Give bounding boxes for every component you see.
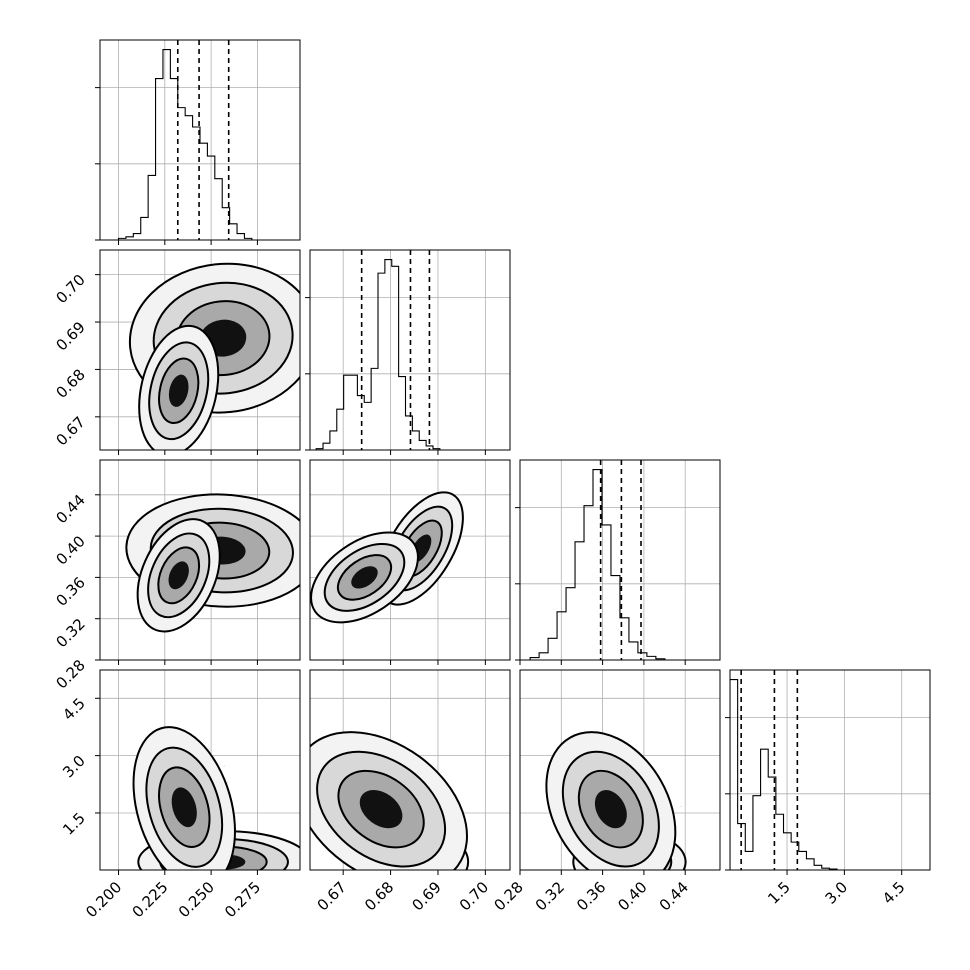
panel-frame [99,669,301,871]
x-axis-1: 0.67 0.68 0.69 0.70 [314,870,492,914]
y-tick-label: 0.67 [52,413,88,449]
contour-level-3-cluster-1 [168,374,189,407]
y-tick-label: 0.32 [52,615,88,651]
x-tick-label: 0.69 [408,878,444,914]
x-tick-label: 0.70 [456,878,492,914]
y-axis-3: 1.5 3.0 4.5 [59,694,100,839]
panel-frame [309,249,511,451]
histogram-1 [315,258,447,450]
panel-frame [99,459,301,661]
y-axis-2: 0.28 0.32 0.36 0.40 0.44 [52,491,100,692]
x-axis-2: 0.28 0.32 0.36 0.40 0.44 [490,870,692,914]
x-tick-label: 0.200 [82,878,125,921]
x-tick-label: 0.28 [490,878,526,914]
panel-frame [519,669,721,871]
x-tick-label: 0.67 [314,878,350,914]
panel-content [100,250,300,450]
x-tick-label: 0.44 [656,878,692,914]
y-tick-label: 0.69 [52,318,88,354]
scatter-panel-1-0 [99,249,301,451]
corner-panels: 0.200 0.225 0.250 0.275 0.67 0.68 0.69 0.700.28… [52,39,931,921]
x-tick-label: 4.5 [879,878,909,908]
panel-content [100,670,300,870]
x-tick-label: 0.36 [573,878,609,914]
panel-frame [309,459,511,661]
scatter-panel-2-0 [99,459,301,661]
x-axis-3: 1.5 3.0 4.5 [764,870,909,908]
hist-panel-2 [515,459,721,661]
contour-level-3-cluster-1 [594,790,627,829]
scatter-panel-3-2 [519,669,721,871]
y-axis-1: 0.67 0.68 0.69 0.70 [52,271,100,449]
panel-frame [309,669,511,871]
y-tick-label: 0.70 [52,271,88,307]
y-tick-label: 4.5 [59,694,89,724]
panel-content [520,670,720,870]
y-tick-label: 0.36 [52,573,88,609]
histogram-3 [730,678,868,870]
x-tick-label: 0.275 [221,878,264,921]
histogram-0 [117,48,253,240]
x-tick-label: 0.225 [129,878,172,921]
panel-frame [99,39,301,241]
hist-panel-0 [95,39,301,241]
hist-panel-1 [305,249,511,451]
x-axis-0: 0.200 0.225 0.250 0.275 [82,870,264,921]
y-tick-label: 0.68 [52,366,88,402]
contour-level-3-cluster-1 [359,790,403,829]
y-tick-label: 0.40 [52,532,88,568]
panel-frame [729,669,931,871]
x-tick-label: 3.0 [822,878,852,908]
panel-frame [519,459,721,661]
hist-panel-3 [725,669,931,871]
contour-level-3-cluster-1 [171,787,197,828]
panel-content [310,670,510,870]
scatter-panel-2-1 [309,459,511,661]
y-tick-label: 0.28 [52,656,88,692]
y-tick-label: 3.0 [59,752,89,782]
x-tick-label: 0.250 [175,878,218,921]
scatter-panel-3-1 [309,669,511,871]
panel-content [310,460,510,660]
x-tick-label: 1.5 [764,878,794,908]
scatter-panel-3-0 [99,669,301,871]
contour-level-3-cluster-1 [351,566,378,589]
panel-content [100,460,300,660]
panel-frame [99,249,301,451]
contour-level-3-cluster-1 [168,561,189,590]
y-tick-label: 1.5 [59,809,89,839]
x-tick-label: 0.32 [532,878,568,914]
y-tick-label: 0.44 [52,491,88,527]
x-tick-label: 0.40 [614,878,650,914]
x-tick-label: 0.68 [361,878,397,914]
histogram-2 [529,468,666,660]
